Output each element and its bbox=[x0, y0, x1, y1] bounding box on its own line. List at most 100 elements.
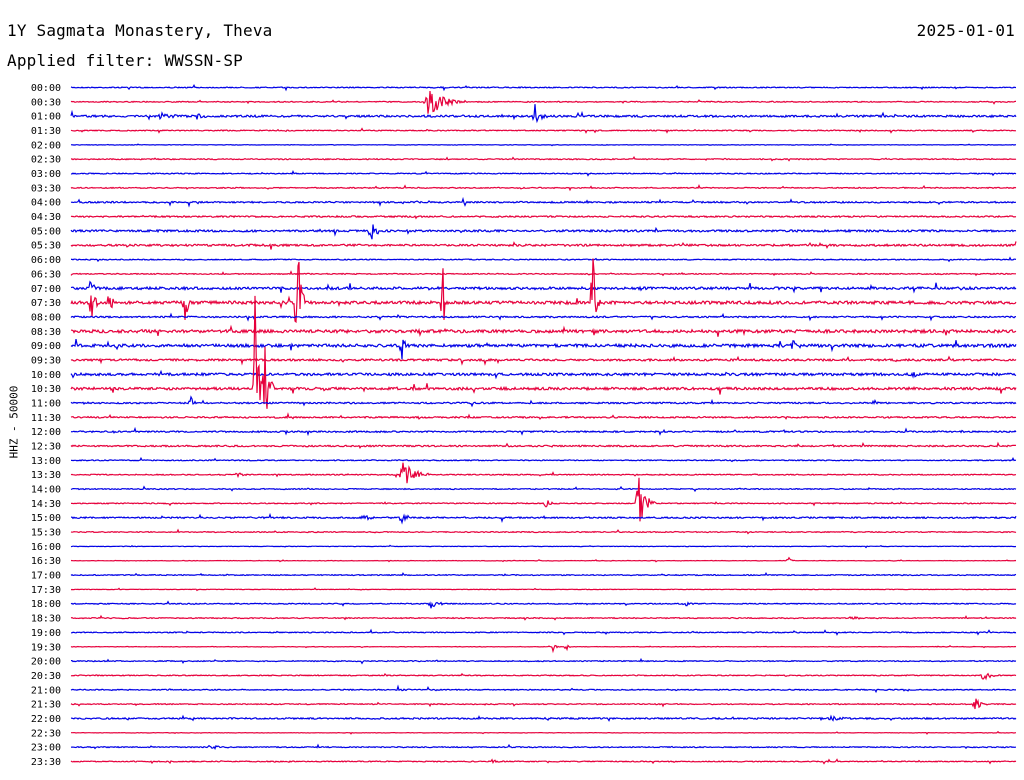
time-label: 01:30 bbox=[31, 126, 61, 137]
seismogram-trace bbox=[71, 730, 1017, 735]
seismogram-trace bbox=[70, 556, 1017, 563]
time-label: 07:00 bbox=[31, 284, 61, 295]
time-label: 16:00 bbox=[31, 542, 61, 553]
time-label: 20:30 bbox=[31, 671, 61, 682]
time-label: 20:00 bbox=[31, 657, 61, 668]
seismogram-trace bbox=[70, 184, 1017, 192]
seismogram-trace bbox=[70, 456, 1017, 463]
seismogram-trace bbox=[70, 587, 1017, 592]
seismogram-trace bbox=[70, 355, 1017, 366]
time-label: 16:30 bbox=[31, 556, 61, 567]
time-label: 12:30 bbox=[31, 442, 61, 453]
seismogram-trace bbox=[70, 224, 1017, 240]
seismogram-trace bbox=[70, 614, 1017, 621]
seismogram-trace bbox=[70, 91, 1016, 114]
time-label: 02:30 bbox=[31, 155, 61, 166]
time-label: 07:30 bbox=[31, 298, 61, 309]
time-label: 17:30 bbox=[31, 585, 61, 596]
time-label: 14:00 bbox=[31, 485, 61, 496]
time-label: 11:00 bbox=[31, 398, 61, 409]
seismogram-trace bbox=[70, 412, 1017, 421]
time-label: 19:30 bbox=[31, 642, 61, 653]
time-label: 19:00 bbox=[31, 628, 61, 639]
seismogram-trace bbox=[70, 512, 1017, 525]
seismogram-trace bbox=[70, 280, 1017, 294]
time-label: 01:00 bbox=[31, 112, 61, 123]
time-label: 15:30 bbox=[31, 528, 61, 539]
seismogram-trace bbox=[70, 395, 1017, 408]
time-label: 22:00 bbox=[31, 714, 61, 725]
seismogram-trace bbox=[70, 544, 1017, 549]
time-label: 23:00 bbox=[31, 743, 61, 754]
seismogram-trace bbox=[70, 127, 1017, 134]
seismogram-trace bbox=[70, 256, 1017, 263]
time-label: 18:00 bbox=[31, 599, 61, 610]
seismogram-trace bbox=[70, 156, 1017, 162]
time-label: 05:00 bbox=[31, 226, 61, 237]
seismogram-trace bbox=[70, 714, 1017, 722]
time-label: 04:00 bbox=[31, 198, 61, 209]
seismogram-trace bbox=[70, 258, 1017, 324]
filter-label: Applied filter: WWSSN-SP bbox=[7, 51, 243, 70]
seismogram-trace bbox=[70, 104, 1017, 124]
seismogram-trace bbox=[70, 312, 1017, 322]
time-label-group: 00:00 00:30 01:00 01:30 02:00 02:30 03:00 03:30… bbox=[31, 83, 61, 768]
seismogram-trace bbox=[71, 628, 1017, 636]
seismogram-trace bbox=[70, 214, 1017, 220]
seismogram-trace bbox=[70, 170, 1017, 177]
seismogram-trace bbox=[70, 528, 1017, 535]
seismogram-trace bbox=[70, 441, 1017, 450]
seismogram-trace bbox=[70, 743, 1016, 750]
time-label: 00:30 bbox=[31, 97, 61, 108]
seismogram-trace bbox=[70, 369, 1017, 380]
time-label: 04:30 bbox=[31, 212, 61, 223]
seismogram-trace bbox=[70, 462, 1016, 484]
time-label: 14:30 bbox=[31, 499, 61, 510]
seismogram-trace bbox=[70, 83, 1016, 92]
seismogram-trace bbox=[70, 295, 1017, 409]
station-title: 1Y Sagmata Monastery, Theva bbox=[7, 21, 273, 40]
record-date: 2025-01-01 bbox=[916, 21, 1015, 40]
time-label: 08:00 bbox=[31, 312, 61, 323]
seismogram-trace bbox=[71, 477, 1017, 522]
seismogram-trace bbox=[70, 485, 1017, 493]
seismogram-trace bbox=[70, 672, 1017, 681]
seismogram-trace bbox=[70, 684, 1016, 694]
seismogram-trace bbox=[71, 657, 1017, 665]
seismogram-trace bbox=[70, 758, 1017, 765]
seismogram-trace bbox=[70, 338, 1017, 360]
seismogram-trace bbox=[70, 196, 1016, 208]
seismogram-trace bbox=[70, 143, 1017, 147]
time-label: 15:00 bbox=[31, 513, 61, 524]
seismogram-trace bbox=[70, 698, 1017, 710]
seismogram-trace bbox=[70, 644, 1017, 654]
time-label: 13:00 bbox=[31, 456, 61, 467]
time-label: 13:30 bbox=[31, 470, 61, 481]
seismogram-trace bbox=[70, 571, 1017, 577]
time-label: 02:00 bbox=[31, 140, 61, 151]
time-label: 18:30 bbox=[31, 614, 61, 625]
time-label: 03:30 bbox=[31, 183, 61, 194]
time-label: 22:30 bbox=[31, 728, 61, 739]
time-label: 21:00 bbox=[31, 685, 61, 696]
time-label: 12:00 bbox=[31, 427, 61, 438]
seismogram-trace bbox=[70, 270, 1016, 277]
time-label: 03:00 bbox=[31, 169, 61, 180]
time-label: 11:30 bbox=[31, 413, 61, 424]
time-label: 05:30 bbox=[31, 241, 61, 252]
time-label: 21:30 bbox=[31, 700, 61, 711]
seismogram-trace bbox=[70, 241, 1017, 250]
time-label: 09:30 bbox=[31, 355, 61, 366]
time-label: 00:00 bbox=[31, 83, 61, 94]
time-label: 06:30 bbox=[31, 269, 61, 280]
seismogram-trace bbox=[70, 600, 1017, 609]
seismogram-trace bbox=[70, 324, 1017, 338]
time-label: 23:30 bbox=[31, 757, 61, 768]
time-label: 09:00 bbox=[31, 341, 61, 352]
time-label: 10:00 bbox=[31, 370, 61, 381]
time-label: 10:30 bbox=[31, 384, 61, 395]
trace-group bbox=[70, 83, 1017, 765]
time-label: 08:30 bbox=[31, 327, 61, 338]
time-label: 06:00 bbox=[31, 255, 61, 266]
